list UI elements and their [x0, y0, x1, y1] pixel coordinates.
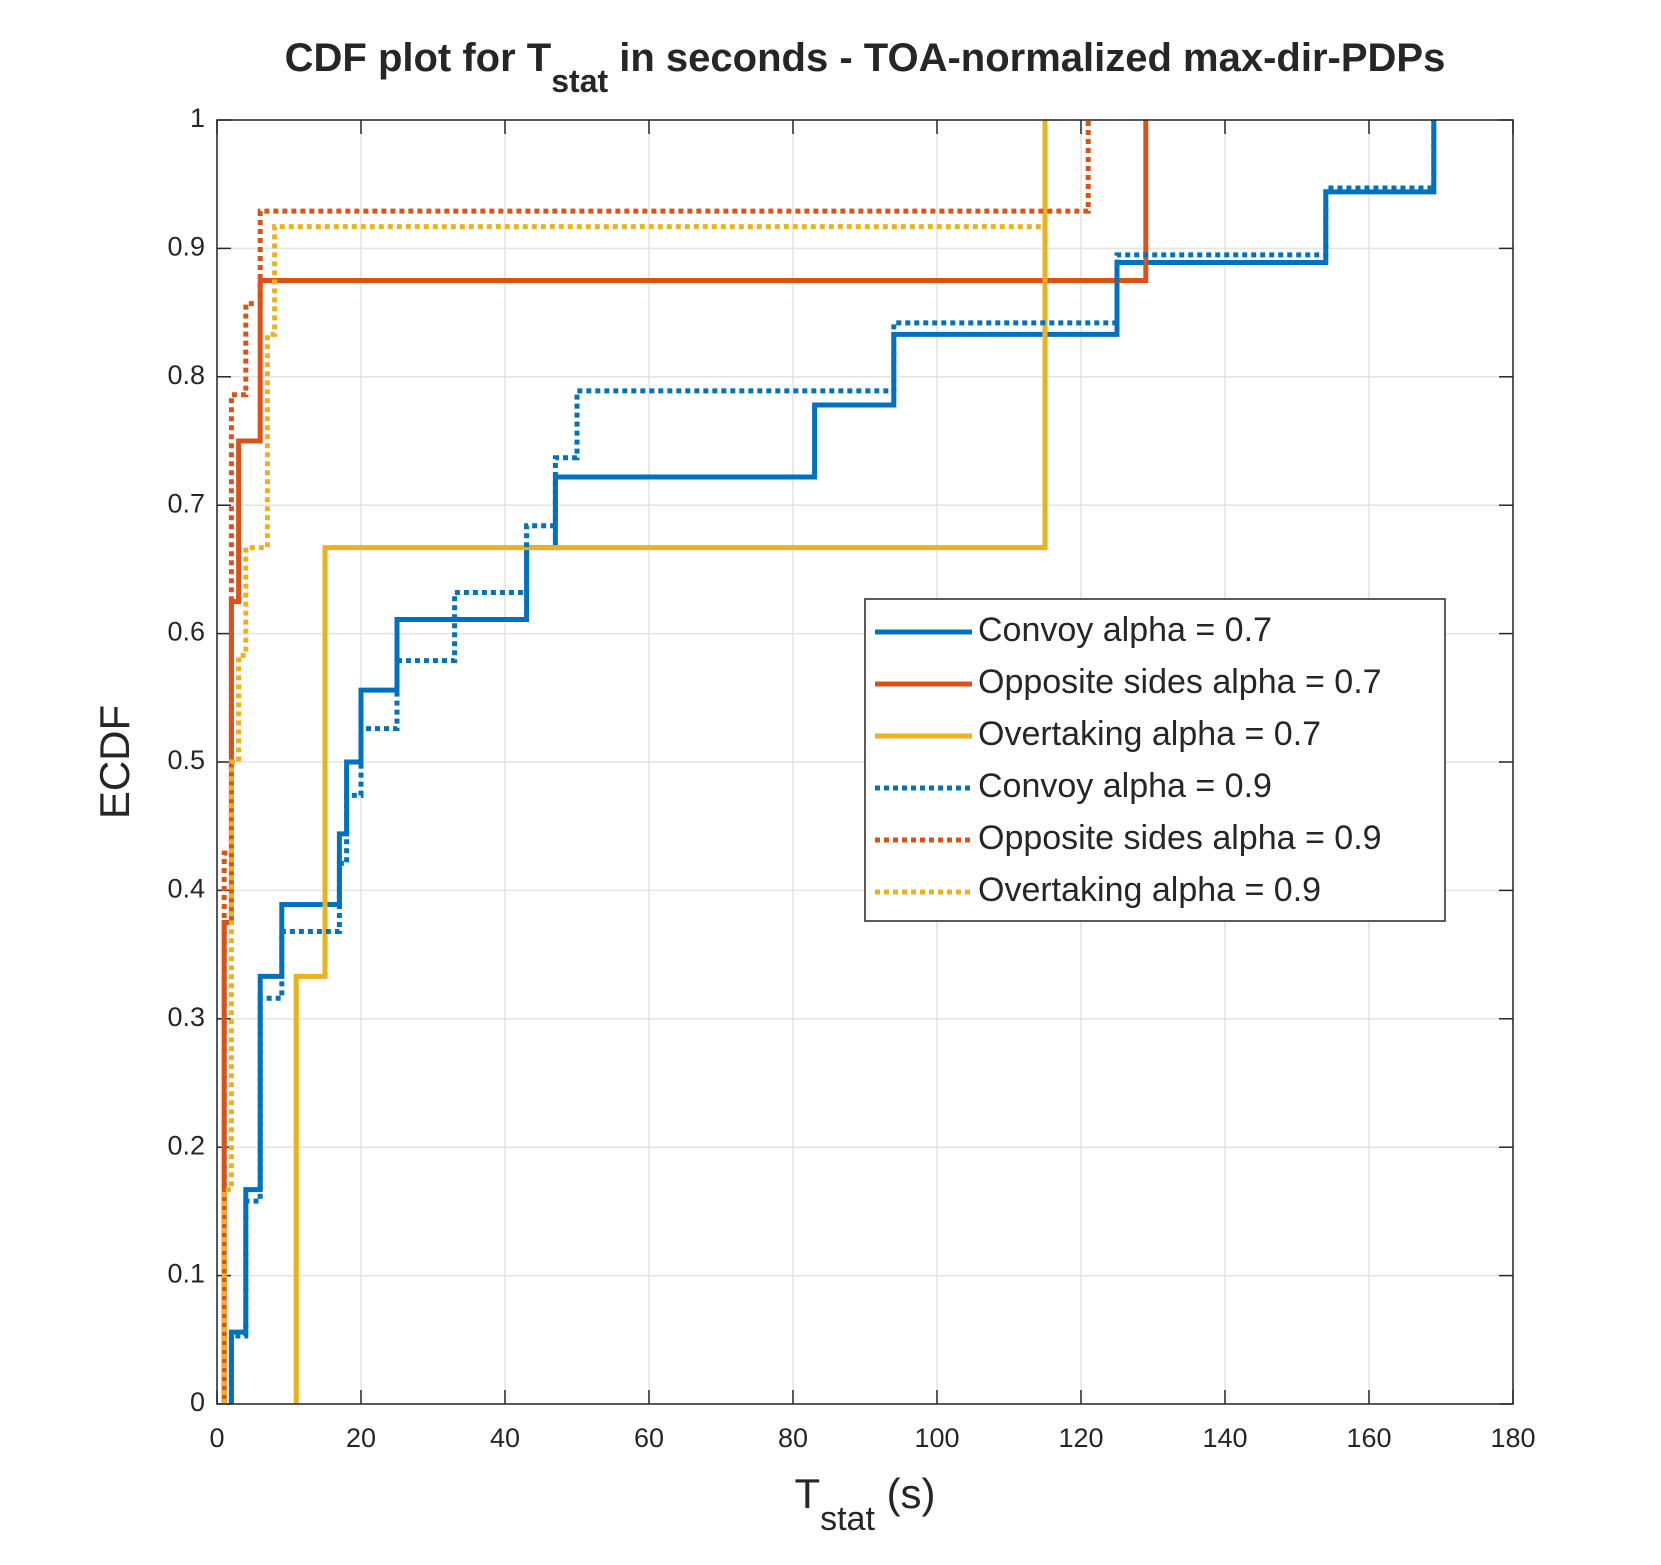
x-tick-label: 100: [914, 1423, 959, 1453]
xlabel-main: T: [794, 1470, 820, 1517]
y-axis-label: ECDF: [91, 705, 138, 819]
chart-title: CDF plot for Tstat in seconds - TOA-norm…: [285, 36, 1446, 100]
y-tick-label: 0: [190, 1387, 205, 1417]
legend-label: Opposite sides alpha = 0.9: [978, 819, 1382, 857]
title-main: CDF plot for T: [285, 36, 552, 80]
legend-label: Overtaking alpha = 0.9: [978, 871, 1321, 909]
y-tick-label: 0.4: [167, 874, 205, 904]
title-sub: stat: [551, 63, 608, 99]
x-tick-label: 40: [490, 1423, 520, 1453]
title-rest: in seconds - TOA-normalized max-dir-PDPs: [608, 36, 1445, 80]
x-tick-label: 20: [346, 1423, 376, 1453]
legend-box: [864, 598, 1446, 922]
y-tick-label: 0.9: [167, 232, 205, 262]
y-tick-label: 1: [190, 103, 205, 133]
x-tick-label: 60: [634, 1423, 664, 1453]
y-tick-label: 0.1: [167, 1259, 205, 1289]
series-line: [293, 120, 1048, 1404]
y-tick-label: 0.3: [167, 1002, 205, 1032]
x-tick-label: 160: [1346, 1423, 1391, 1453]
x-tick-label: 180: [1490, 1423, 1535, 1453]
legend: Convoy alpha = 0.7 Opposite sides alpha =…: [864, 598, 1446, 922]
x-tick-label: 120: [1058, 1423, 1103, 1453]
series-line: [221, 120, 1149, 1404]
axes-box: [216, 119, 1514, 1405]
series-line: [221, 120, 1048, 1404]
y-tick-label: 0.6: [167, 617, 205, 647]
legend-label: Convoy alpha = 0.7: [978, 611, 1272, 649]
y-tick-label: 0.2: [167, 1130, 205, 1160]
legend-label: Opposite sides alpha = 0.7: [978, 663, 1382, 701]
y-tick-label: 0.8: [167, 360, 205, 390]
y-tick-label: 0.5: [167, 745, 205, 775]
y-tick-label: 0.7: [167, 488, 205, 518]
xlabel-rest: (s): [875, 1470, 936, 1517]
series-line: [228, 120, 1437, 1404]
legend-label: Overtaking alpha = 0.7: [978, 715, 1321, 753]
legend-label: Convoy alpha = 0.9: [978, 767, 1272, 805]
x-tick-label: 0: [209, 1423, 224, 1453]
series-line: [221, 120, 1091, 1404]
xlabel-sub: stat: [820, 1500, 875, 1538]
x-tick-label: 140: [1202, 1423, 1247, 1453]
x-axis-label: Tstat (s): [794, 1470, 935, 1538]
x-tick-label: 80: [778, 1423, 808, 1453]
